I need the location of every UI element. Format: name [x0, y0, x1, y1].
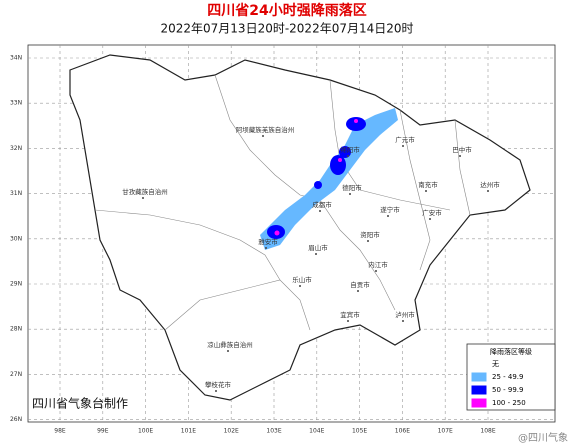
- lat-label: 26N: [10, 416, 22, 423]
- place-label: 凉山彝族自治州: [207, 340, 253, 349]
- place-dot: [142, 197, 144, 199]
- place-dot: [262, 135, 264, 137]
- lon-label: 103E: [266, 428, 281, 435]
- place-label: 乐山市: [292, 275, 312, 284]
- prefecture-boundaries: [94, 74, 471, 331]
- place-label: 阿坝藏族羌族自治州: [236, 125, 295, 134]
- legend-title: 降雨落区等级: [490, 347, 532, 356]
- place-label: 成都市: [312, 200, 332, 209]
- legend-swatch: [471, 385, 487, 395]
- lon-label: 101E: [181, 428, 196, 435]
- legend-swatch: [471, 359, 487, 369]
- place-label: 泸州市: [395, 310, 415, 319]
- lon-label: 104E: [309, 428, 324, 435]
- place-dot: [349, 193, 351, 195]
- lat-label: 29N: [10, 281, 22, 288]
- place-label: 达州市: [480, 180, 500, 189]
- lon-label: 102E: [224, 428, 239, 435]
- subtitle: 2022年07月13日20时-2022年07月14日20时: [160, 22, 413, 36]
- lon-label: 105E: [352, 428, 367, 435]
- place-dot: [425, 190, 427, 192]
- place-label: 南充市: [418, 180, 438, 189]
- lon-label: 98E: [54, 428, 66, 435]
- place-dot: [387, 215, 389, 217]
- legend-label: 100 - 250: [492, 399, 526, 407]
- place-dot: [357, 290, 359, 292]
- place-label: 巴中市: [452, 145, 472, 154]
- place-label: 德阳市: [342, 183, 362, 192]
- province-outline: [69, 54, 531, 401]
- watermark: @四川气象: [518, 431, 568, 444]
- place-dot: [299, 285, 301, 287]
- rain-area-50: [267, 117, 366, 239]
- lat-label: 27N: [10, 371, 22, 378]
- legend-swatch: [471, 398, 487, 408]
- lat-label: 34N: [10, 55, 22, 62]
- place-label: 自贡市: [350, 280, 370, 289]
- rain-area-100: [274, 119, 358, 236]
- place-label: 绵阳市: [340, 145, 360, 154]
- lon-label: 99E: [97, 428, 109, 435]
- place-dot: [319, 210, 321, 212]
- place-label: 广元市: [395, 135, 415, 144]
- legend-label: 50 - 99.9: [492, 386, 523, 394]
- place-dot: [402, 320, 404, 322]
- place-dot: [347, 155, 349, 157]
- place-label: 甘孜藏族自治州: [122, 187, 168, 196]
- place-label: 宜宾市: [340, 310, 360, 319]
- place-dot: [459, 155, 461, 157]
- place-dot: [402, 145, 404, 147]
- place-dot: [347, 320, 349, 322]
- place-label: 内江市: [368, 260, 388, 269]
- place-label: 遂宁市: [380, 205, 400, 214]
- place-label: 广安市: [422, 208, 442, 217]
- place-dot: [227, 350, 229, 352]
- lon-label: 108E: [480, 428, 495, 435]
- place-dot: [487, 190, 489, 192]
- lat-label: 33N: [10, 100, 22, 107]
- lat-label: 30N: [10, 235, 22, 242]
- legend-label: 无: [492, 360, 499, 368]
- place-label: 资阳市: [360, 230, 380, 239]
- lat-label: 32N: [10, 145, 22, 152]
- place-label: 雅安市: [258, 237, 278, 246]
- lat-label: 28N: [10, 326, 22, 333]
- lon-label: 100E: [138, 428, 153, 435]
- legend-swatch: [471, 372, 487, 382]
- credit: 四川省气象台制作: [32, 396, 128, 411]
- place-dot: [367, 240, 369, 242]
- place-label: 眉山市: [308, 243, 328, 252]
- rain-area-25: [260, 108, 398, 250]
- lon-label: 107E: [438, 428, 453, 435]
- lat-label: 31N: [10, 190, 22, 197]
- place-dot: [265, 247, 267, 249]
- legend-items: 无 25 - 49.9 50 - 99.9 100 - 250: [471, 359, 526, 408]
- place-dot: [375, 270, 377, 272]
- place-dot: [429, 218, 431, 220]
- title: 四川省24小时强降雨落区: [207, 2, 366, 19]
- place-dot: [215, 390, 217, 392]
- lon-label: 106E: [395, 428, 410, 435]
- legend-label: 25 - 49.9: [492, 373, 523, 381]
- place-dot: [315, 253, 317, 255]
- place-label: 攀枝花市: [205, 380, 232, 389]
